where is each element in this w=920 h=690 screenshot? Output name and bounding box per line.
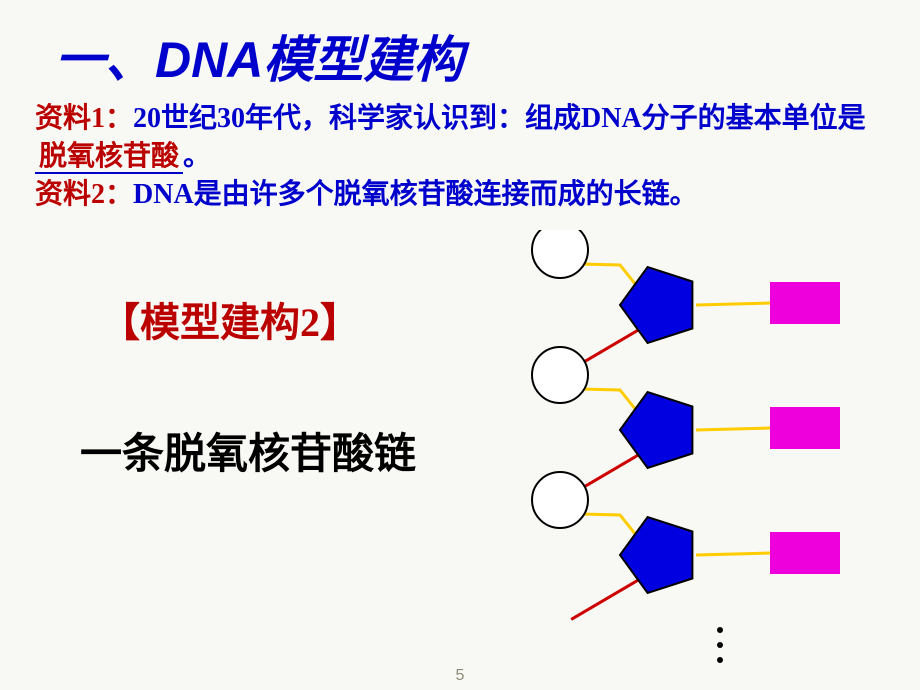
body-paragraph: 资料1：20世纪30年代，科学家认识到：组成DNA分子的基本单位是 脱氧核苷酸。… (35, 100, 895, 213)
page-title: 一、DNA模型建构 (55, 20, 463, 92)
nucleotide-chain-diagram (490, 230, 890, 670)
ref1-label: 资料1： (35, 103, 133, 134)
ref1-text-a: 20世纪30年代，科学家认识到：组成DNA分子的基本单位是 (133, 103, 866, 134)
chain-description: 一条脱氧核苷酸链 (80, 420, 416, 481)
ref1-text-b: 。 (183, 141, 211, 172)
ref1-answer: 脱氧核苷酸 (35, 141, 183, 174)
model-build-label: 【模型建构2】 (100, 290, 360, 348)
ref2-text: DNA是由许多个脱氧核苷酸连接而成的长链。 (133, 179, 698, 210)
ref2-label: 资料2： (35, 179, 133, 210)
page-number: 5 (0, 667, 920, 685)
